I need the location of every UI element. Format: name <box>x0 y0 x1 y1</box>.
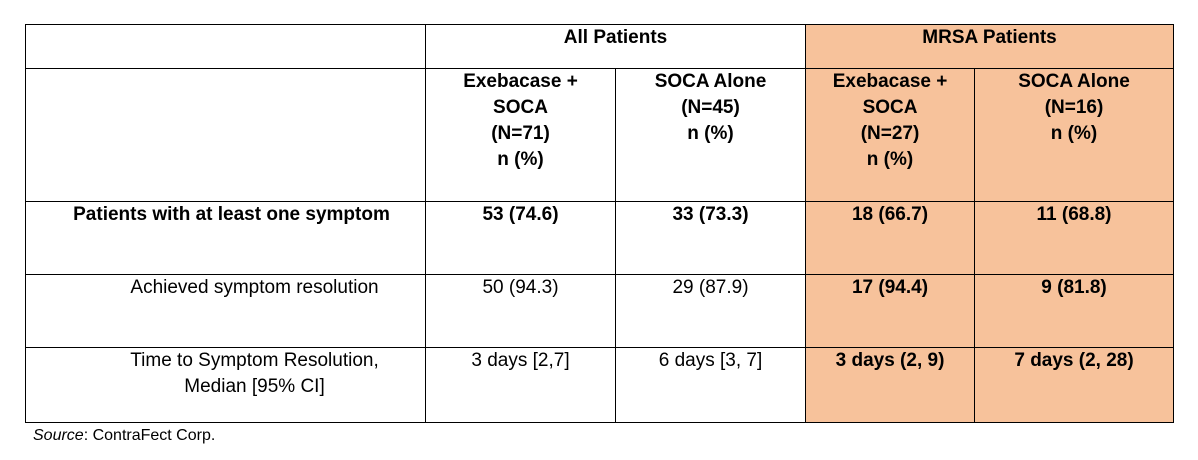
arm-header-mrsa-exebacase: Exebacase + SOCA (N=27) n (%) <box>805 68 976 202</box>
arm-header-line: (N=45) <box>681 97 740 118</box>
arm-header-line: n (%) <box>687 123 734 144</box>
group-header-row: All Patients MRSA Patients <box>25 24 1175 69</box>
table-cell: 18 (66.7) <box>805 201 976 275</box>
row-label-line: Median [95% CI] <box>184 376 325 397</box>
table-cell: 33 (73.3) <box>614 201 807 275</box>
arm-header-line: SOCA Alone <box>654 71 767 92</box>
group-header-mrsa-patients: MRSA Patients <box>805 24 1175 69</box>
group-header-all-patients: All Patients <box>424 24 807 69</box>
arm-header-line: SOCA <box>493 97 548 118</box>
arm-header-row: Exebacase + SOCA (N=71) n (%) SOCA Alone… <box>25 68 1175 202</box>
table-cell: 3 days (2, 9) <box>805 347 976 423</box>
arm-header-line: n (%) <box>497 149 544 170</box>
arm-header-all-exebacase: Exebacase + SOCA (N=71) n (%) <box>425 68 616 202</box>
table-cell: 9 (81.8) <box>974 274 1175 348</box>
table-cell: 29 (87.9) <box>614 274 807 348</box>
arm-header-line: SOCA Alone <box>1018 71 1130 92</box>
row-label-line: Time to Symptom Resolution, <box>130 350 379 371</box>
table-row: Patients with at least one symptom 53 (7… <box>25 201 1175 275</box>
source-text: : ContraFect Corp. <box>83 427 216 444</box>
arm-header-line: (N=16) <box>1044 97 1104 118</box>
row-label: Time to Symptom Resolution, Median [95% … <box>25 347 426 423</box>
table-cell: 17 (94.4) <box>805 274 976 348</box>
arm-header-line: (N=27) <box>860 123 920 144</box>
group-header-empty <box>25 24 426 69</box>
table-cell: 53 (74.6) <box>425 201 616 275</box>
arm-header-line: Exebacase + <box>832 71 948 92</box>
table-row: Time to Symptom Resolution, Median [95% … <box>25 347 1175 423</box>
arm-header-line: SOCA <box>862 97 918 118</box>
source-label: Source <box>33 427 84 444</box>
table-cell: 6 days [3, 7] <box>614 347 807 423</box>
row-label: Patients with at least one symptom <box>25 201 426 275</box>
arm-header-line: n (%) <box>866 149 914 170</box>
table-cell: 50 (94.3) <box>425 274 616 348</box>
arm-header-mrsa-soca: SOCA Alone (N=16) n (%) <box>974 68 1175 202</box>
table-cell: 7 days (2, 28) <box>974 347 1175 423</box>
row-label: Achieved symptom resolution <box>25 274 426 348</box>
arm-header-line: (N=71) <box>491 123 550 144</box>
table-cell: 11 (68.8) <box>974 201 1175 275</box>
arm-header-all-soca: SOCA Alone (N=45) n (%) <box>614 68 807 202</box>
table-cell: 3 days [2,7] <box>425 347 616 423</box>
arm-header-empty <box>25 68 426 202</box>
arm-header-line: n (%) <box>1050 123 1098 144</box>
table-row: Achieved symptom resolution 50 (94.3) 29… <box>25 274 1175 348</box>
source-note: Source: ContraFect Corp. <box>33 427 215 445</box>
results-table: All Patients MRSA Patients Exebacase + S… <box>25 24 1175 423</box>
arm-header-line: Exebacase + <box>463 71 578 92</box>
